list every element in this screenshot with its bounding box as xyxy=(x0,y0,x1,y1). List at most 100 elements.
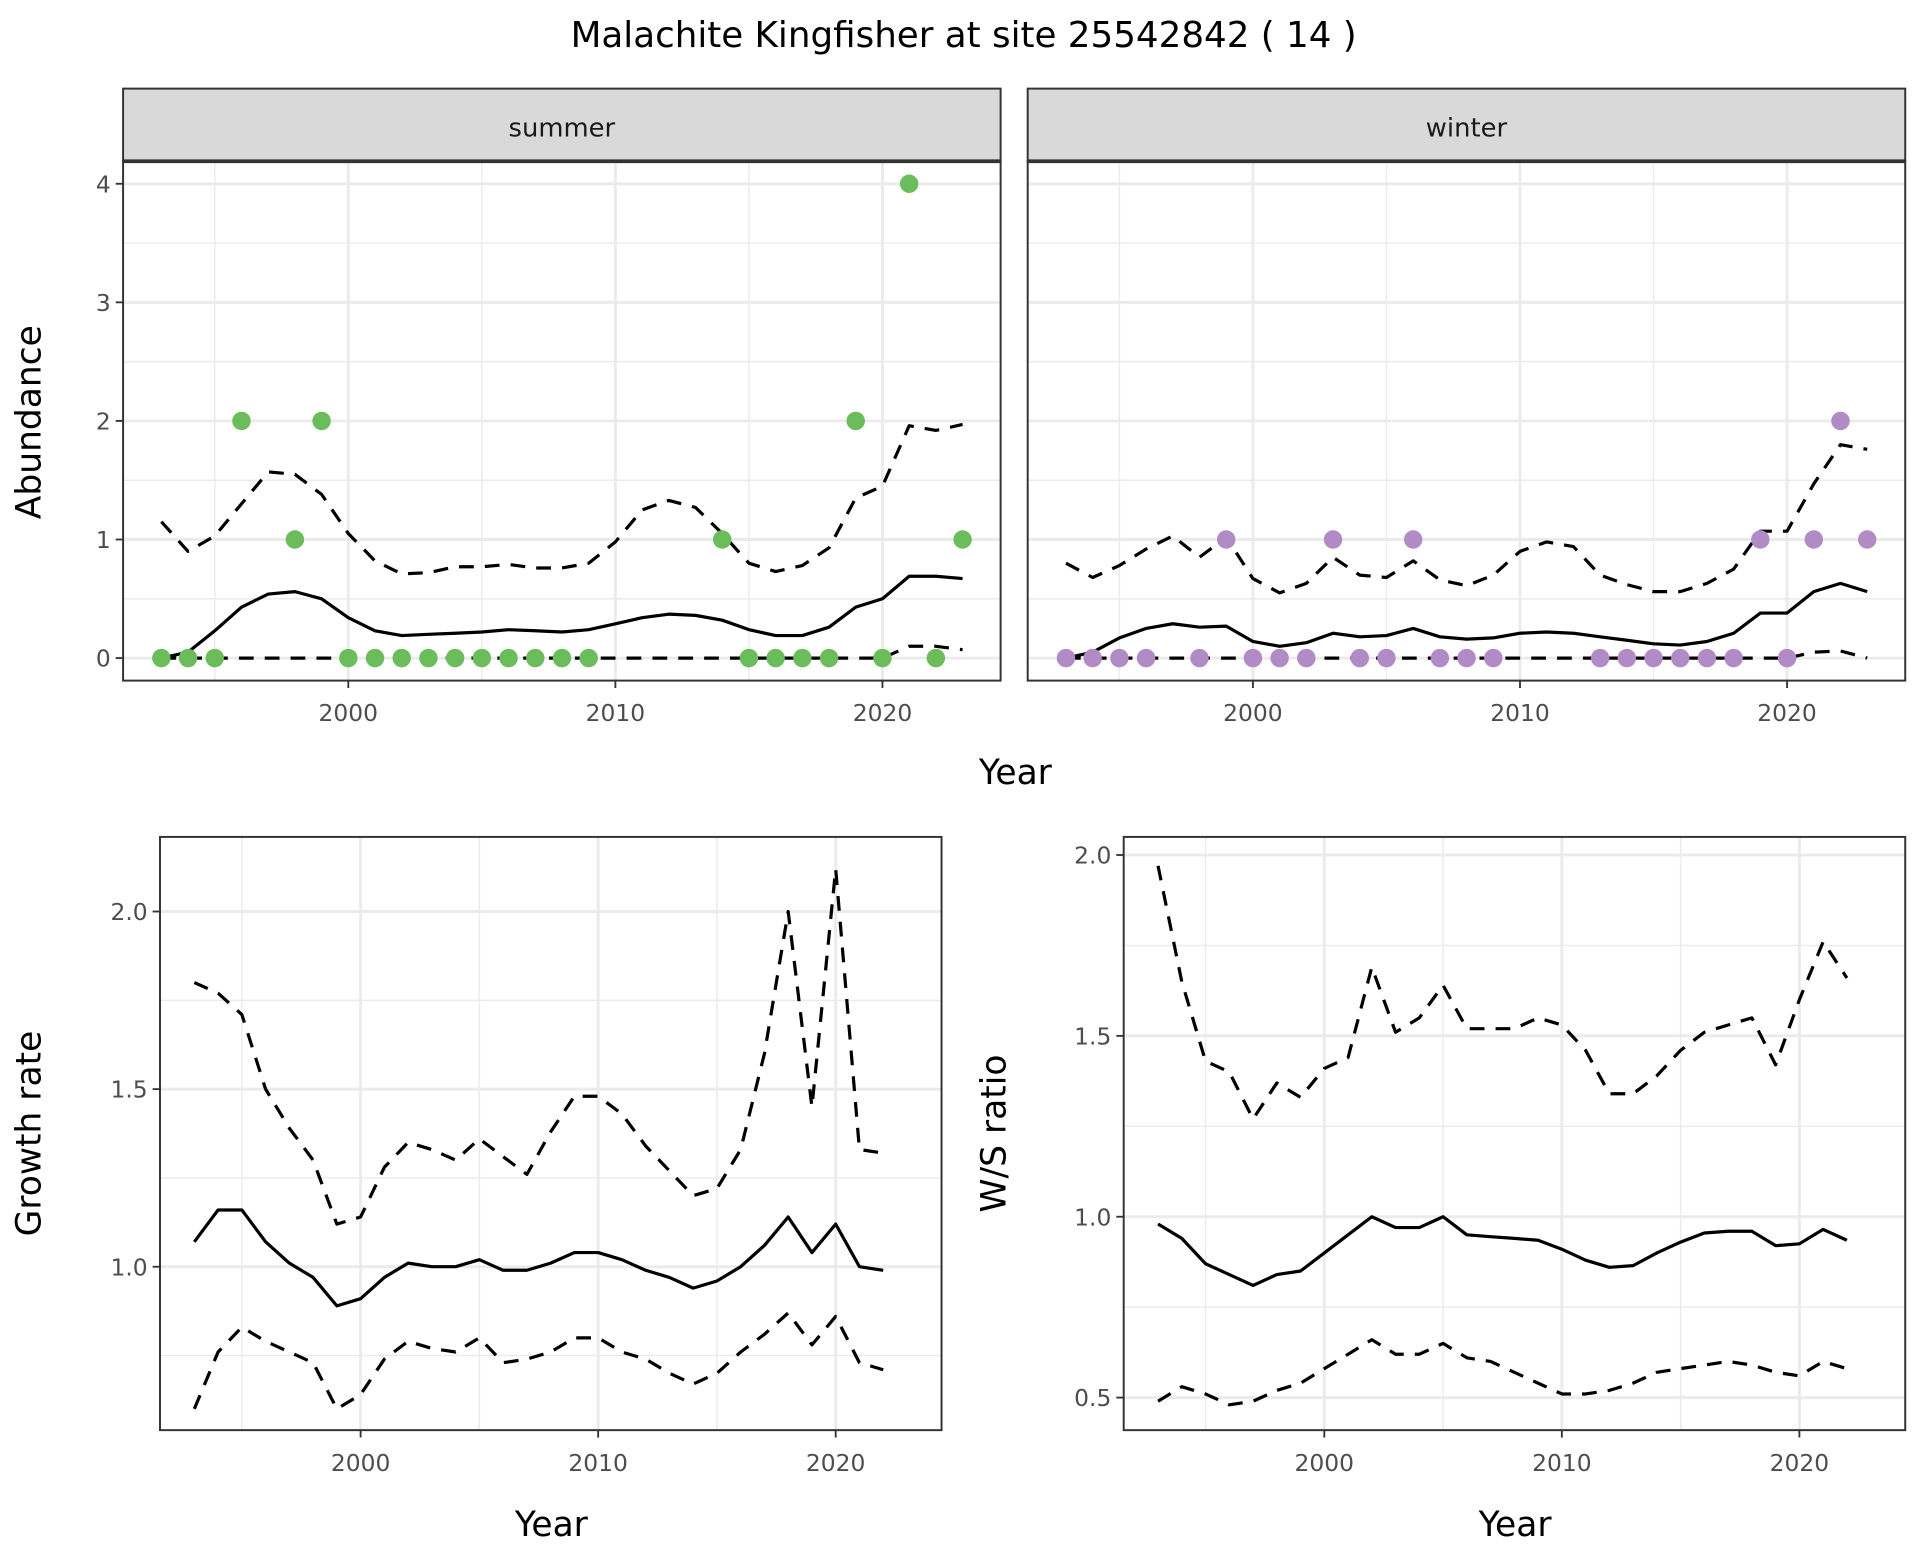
data-point xyxy=(1323,530,1343,549)
data-point xyxy=(712,530,732,549)
series-lower-line xyxy=(192,1311,884,1411)
panel-summer: 2000 2010 2020 0 1 2 3 4 summer xyxy=(96,87,1002,727)
data-point xyxy=(819,648,839,668)
data-point xyxy=(1751,530,1770,549)
x-tick-label: 2010 xyxy=(586,699,646,727)
data-point xyxy=(472,648,492,668)
x-tick-label: 2020 xyxy=(853,699,913,727)
y-tick-label: 1.5 xyxy=(1074,1022,1111,1050)
x-tick-label: 2000 xyxy=(1295,1449,1355,1477)
data-point xyxy=(1671,648,1690,668)
series-upper-line xyxy=(160,422,963,576)
y-tick-label: 1.0 xyxy=(1074,1203,1111,1231)
data-point xyxy=(152,648,171,668)
data-point xyxy=(1243,648,1263,668)
x-axis-title: Year xyxy=(978,753,1053,793)
facet-strip-label: winter xyxy=(1426,114,1508,144)
y-tick-label: 1.0 xyxy=(111,1253,148,1281)
data-point xyxy=(419,648,438,668)
x-axis-title: Year xyxy=(514,1505,589,1545)
facet-strip xyxy=(1026,87,1907,163)
data-point xyxy=(1457,648,1476,668)
data-point xyxy=(1190,648,1209,668)
y-tick-label: 1 xyxy=(96,526,111,554)
data-point xyxy=(1297,648,1316,668)
data-point xyxy=(445,648,465,668)
data-point xyxy=(232,411,251,431)
series-mean-line xyxy=(161,574,963,660)
data-point xyxy=(178,648,198,668)
series-upper-line xyxy=(193,867,884,1226)
data-point xyxy=(1590,648,1610,668)
data-point xyxy=(392,648,411,668)
data-point xyxy=(739,648,759,668)
x-axis-title: Year xyxy=(1478,1505,1553,1545)
data-point xyxy=(926,648,946,668)
data-point xyxy=(526,648,545,668)
panel-w-s-ratio: 2000 2010 2020 0.5 1.0 1.5 2.0 Year W/S ratio xyxy=(975,835,1907,1545)
x-tick-label: 2010 xyxy=(1532,1449,1592,1477)
series-mean-line xyxy=(1065,581,1868,660)
data-point xyxy=(1083,648,1102,668)
x-tick-label: 2020 xyxy=(806,1449,866,1477)
data-point xyxy=(846,411,865,431)
y-tick-label: 2.0 xyxy=(111,898,148,926)
y-tick-label: 2 xyxy=(96,408,111,436)
y-tick-label: 2.0 xyxy=(1074,842,1111,870)
data-point xyxy=(953,530,972,549)
y-tick-label: 1.5 xyxy=(111,1076,148,1104)
y-tick-label: 0 xyxy=(96,645,111,673)
data-point xyxy=(766,648,785,668)
series-mean-line xyxy=(193,1208,884,1308)
data-point xyxy=(1484,648,1503,668)
y-tick-label: 3 xyxy=(96,289,111,317)
data-point xyxy=(1697,648,1717,668)
data-point xyxy=(1350,648,1369,668)
data-point xyxy=(1216,530,1236,549)
x-tick-label: 2000 xyxy=(331,1449,391,1477)
data-point xyxy=(365,648,385,668)
panel-growth-rate: 2000 2010 2020 1.0 1.5 2.0 Year Growth rate xyxy=(10,835,943,1545)
data-point xyxy=(1857,530,1877,549)
series-upper-line xyxy=(1065,443,1868,595)
data-point xyxy=(579,648,598,668)
panel-border xyxy=(159,835,943,1432)
data-point xyxy=(873,648,892,668)
panel-border xyxy=(1122,835,1907,1432)
x-tick-label: 2010 xyxy=(568,1449,628,1477)
figure-title: Malachite Kingfisher at site 25542842 ( … xyxy=(571,15,1357,56)
x-tick-label: 2020 xyxy=(1757,699,1817,727)
data-point xyxy=(1056,648,1076,668)
data-point xyxy=(1270,648,1289,668)
data-point xyxy=(1110,648,1129,668)
facet-strip-label: summer xyxy=(509,114,616,144)
panel-winter: 2000 2010 2020 winter xyxy=(1026,87,1907,727)
x-tick-label: 2020 xyxy=(1770,1449,1830,1477)
data-point xyxy=(1644,648,1663,668)
data-point xyxy=(339,648,358,668)
data-point xyxy=(205,648,224,668)
x-tick-label: 2010 xyxy=(1490,699,1550,727)
data-point xyxy=(552,648,572,668)
data-point xyxy=(1617,648,1637,668)
data-point xyxy=(285,530,305,549)
data-point xyxy=(1430,648,1450,668)
data-point xyxy=(1831,411,1850,431)
y-axis-title: W/S ratio xyxy=(975,1055,1015,1213)
data-point xyxy=(1403,530,1423,549)
y-tick-label: 4 xyxy=(96,170,111,198)
data-point xyxy=(312,411,331,431)
data-point xyxy=(499,648,518,668)
series-upper-line xyxy=(1156,865,1849,1121)
y-axis-title: Abundance xyxy=(10,325,50,519)
y-axis-title: Growth rate xyxy=(10,1031,50,1237)
x-tick-label: 2000 xyxy=(1223,699,1283,727)
data-point xyxy=(1136,648,1156,668)
data-point xyxy=(899,174,919,193)
facet-strip xyxy=(122,87,1002,163)
data-point xyxy=(1377,648,1396,668)
series-lower-line xyxy=(1157,1338,1848,1407)
x-tick-label: 2000 xyxy=(319,699,379,727)
data-point xyxy=(1777,648,1797,668)
